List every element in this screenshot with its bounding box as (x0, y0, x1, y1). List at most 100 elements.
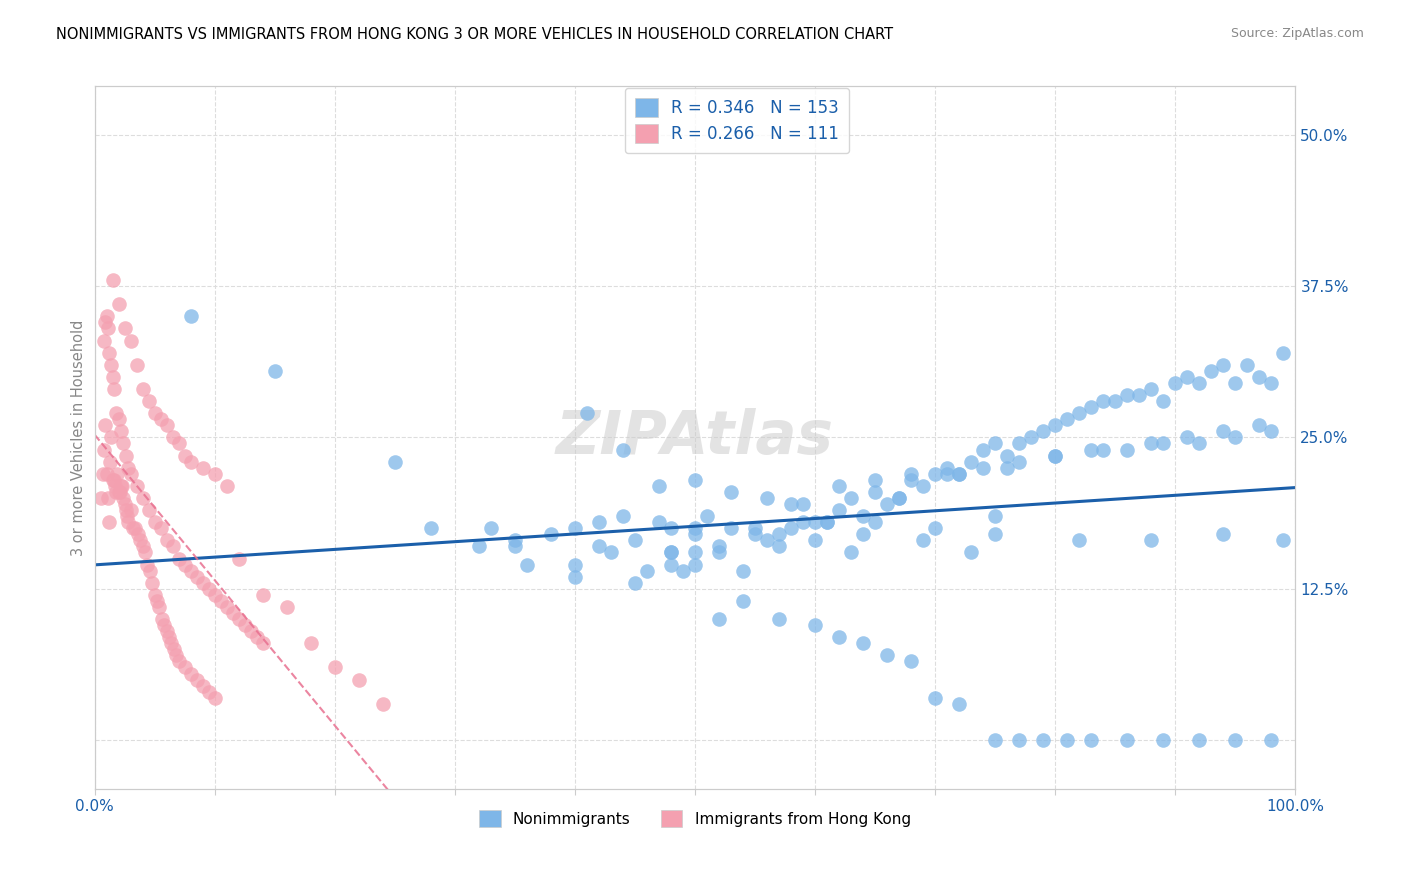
Point (252, 636, 274, 650)
Point (995, 460, 1018, 475)
Point (1019, 430, 1042, 444)
Point (191, 679, 214, 693)
Point (204, 588, 226, 602)
Point (720, 484, 742, 499)
Point (1080, 400, 1102, 414)
Point (125, 358, 148, 372)
Point (1260, 425, 1282, 439)
Point (157, 630, 180, 644)
Point (744, 521, 766, 535)
Point (828, 630, 851, 644)
Point (1152, 436, 1174, 450)
Point (792, 515, 814, 529)
Point (683, 521, 706, 535)
Point (815, 515, 838, 529)
Point (131, 382, 153, 396)
Point (984, 436, 1007, 450)
Point (1045, 418, 1067, 433)
Point (972, 442, 994, 457)
Point (1045, 449, 1067, 463)
Point (221, 606, 243, 620)
Point (948, 467, 970, 481)
Point (173, 558, 195, 572)
Point (1069, 406, 1091, 420)
Point (105, 467, 128, 481)
Point (731, 594, 754, 608)
Point (912, 479, 935, 493)
Point (839, 491, 862, 505)
Point (768, 612, 790, 626)
Point (156, 533, 179, 548)
Point (122, 521, 145, 535)
Point (191, 575, 214, 590)
Point (1177, 430, 1199, 444)
Point (138, 503, 160, 517)
Point (1225, 376, 1247, 390)
Point (165, 648, 187, 663)
Point (624, 533, 647, 548)
Point (1092, 394, 1115, 409)
Point (1080, 733, 1102, 747)
Point (228, 551, 250, 566)
Point (756, 533, 779, 548)
Point (683, 545, 706, 559)
Point (863, 515, 886, 529)
Point (323, 660, 346, 674)
Point (143, 515, 166, 529)
Point (180, 666, 202, 681)
Point (1188, 376, 1211, 390)
Point (659, 558, 682, 572)
Point (105, 484, 128, 499)
Point (863, 473, 886, 487)
Point (1008, 733, 1031, 747)
Point (173, 660, 195, 674)
Point (114, 497, 136, 511)
Point (1188, 436, 1211, 450)
Text: ZIPAtlas: ZIPAtlas (555, 408, 834, 467)
Point (1092, 442, 1115, 457)
Point (209, 594, 232, 608)
Point (624, 575, 647, 590)
Point (912, 533, 935, 548)
Point (815, 515, 838, 529)
Point (162, 540, 184, 554)
Point (167, 654, 190, 668)
Point (101, 273, 124, 287)
Point (197, 684, 219, 698)
Point (1272, 345, 1295, 359)
Point (995, 449, 1018, 463)
Point (503, 540, 526, 554)
Point (191, 460, 214, 475)
Point (648, 515, 671, 529)
Point (143, 588, 166, 602)
Point (1008, 436, 1031, 450)
Point (683, 473, 706, 487)
Point (1164, 376, 1187, 390)
Point (110, 425, 132, 439)
Point (972, 460, 994, 475)
Point (804, 618, 827, 632)
Point (984, 509, 1007, 524)
Point (1212, 527, 1234, 541)
Point (936, 460, 959, 475)
Point (852, 527, 875, 541)
Point (114, 503, 136, 517)
Point (683, 527, 706, 541)
Point (900, 467, 922, 481)
Point (503, 533, 526, 548)
Point (98, 515, 121, 529)
Point (564, 558, 586, 572)
Point (98, 345, 121, 359)
Point (114, 321, 136, 335)
Point (852, 636, 875, 650)
Point (1152, 733, 1174, 747)
Point (948, 467, 970, 481)
Point (948, 697, 970, 711)
Point (588, 515, 610, 529)
Point (204, 467, 226, 481)
Point (105, 406, 128, 420)
Point (112, 491, 135, 505)
Point (1140, 382, 1163, 396)
Point (114, 449, 136, 463)
Point (98, 455, 121, 469)
